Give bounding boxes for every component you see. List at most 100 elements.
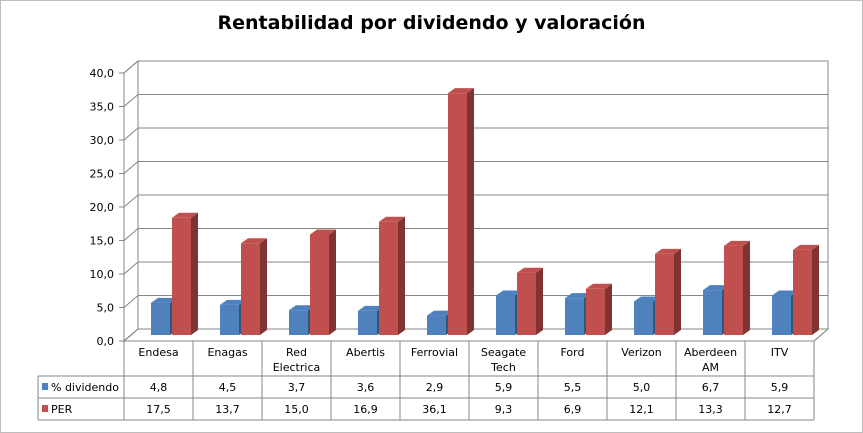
bar-top	[220, 299, 246, 305]
bar-front	[427, 315, 446, 335]
category-label: ITV	[771, 346, 789, 359]
data-label: 13,7	[215, 403, 240, 416]
category-label: Ford	[561, 346, 585, 359]
table-line	[813, 328, 829, 342]
data-label: 5,5	[564, 381, 582, 394]
category-label: Tech	[490, 361, 516, 374]
bar-per	[241, 238, 267, 335]
y-tick-label: 0,0	[97, 335, 115, 348]
bar-front	[655, 253, 674, 335]
bar-per	[724, 240, 750, 335]
bar-top	[310, 229, 336, 235]
bar-front	[724, 245, 743, 335]
data-label: 3,6	[357, 381, 375, 394]
legend-label: PER	[51, 403, 73, 416]
legend-key	[42, 383, 48, 390]
bar-side	[260, 238, 267, 335]
bar-side	[812, 244, 819, 335]
legend-key	[42, 405, 48, 412]
data-label: 12,7	[767, 403, 792, 416]
bar-front	[172, 217, 191, 335]
bar-top	[379, 216, 405, 222]
bar-top	[289, 305, 315, 311]
data-label: 13,3	[698, 403, 723, 416]
category-label: Verizon	[621, 346, 662, 359]
data-label: 3,7	[288, 381, 306, 394]
bar-front	[703, 290, 722, 335]
bar-per	[517, 267, 543, 335]
y-tick-label: 5,0	[97, 302, 115, 315]
data-label: 12,1	[629, 403, 654, 416]
bar-top	[565, 293, 591, 299]
bar-top	[703, 285, 729, 291]
bar-top	[427, 310, 453, 316]
bar-side	[467, 88, 474, 335]
bar-top	[634, 296, 660, 302]
category-label: Electrica	[273, 361, 321, 374]
bar-front	[220, 304, 239, 335]
bar-front	[241, 243, 260, 335]
bar-top	[793, 244, 819, 250]
category-label: AM	[702, 361, 719, 374]
chart-title: Rentabilidad por dividendo y valoración	[217, 12, 646, 34]
category-label: Ferrovial	[411, 346, 458, 359]
bar-per	[310, 229, 336, 335]
bar-front	[772, 295, 791, 335]
bar-side	[605, 283, 612, 335]
y-tick-label: 20,0	[90, 201, 115, 214]
y-tick-label: 30,0	[90, 134, 115, 147]
category-label: Aberdeen	[684, 346, 737, 359]
bar-front	[634, 301, 653, 335]
y-tick-label: 40,0	[90, 67, 115, 80]
bar-top	[496, 290, 522, 296]
bar-top	[358, 305, 384, 311]
bar-front	[496, 295, 515, 335]
bar-top	[586, 283, 612, 289]
y-tick-label: 35,0	[90, 101, 115, 114]
gridline	[123, 60, 828, 74]
category-label: Endesa	[138, 346, 178, 359]
bar-per	[655, 248, 681, 335]
data-label: 5,9	[495, 381, 513, 394]
gridline	[123, 127, 828, 141]
bar-front	[586, 288, 605, 335]
data-label: 4,8	[150, 381, 168, 394]
data-label: 15,0	[284, 403, 309, 416]
gridline	[123, 94, 828, 107]
gridline	[123, 194, 828, 208]
category-label: Enagas	[207, 346, 247, 359]
data-label: 6,7	[702, 381, 720, 394]
bar-side	[398, 216, 405, 335]
bar-side	[191, 212, 198, 335]
category-label: Seagate	[481, 346, 527, 359]
bar-per	[793, 244, 819, 335]
bar-front	[358, 310, 377, 335]
bar-side	[743, 240, 750, 335]
bar-top	[724, 240, 750, 246]
bar-top	[655, 248, 681, 254]
bar-front	[517, 272, 536, 335]
gridline	[123, 261, 828, 275]
y-tick-label: 15,0	[90, 235, 115, 248]
bar-front	[151, 302, 170, 335]
bar-front	[289, 310, 308, 335]
bar-per	[586, 283, 612, 335]
bar-top	[448, 88, 474, 94]
bar-per	[448, 88, 474, 335]
data-label: 4,5	[219, 381, 237, 394]
bar-side	[536, 267, 543, 335]
data-label: 16,9	[353, 403, 378, 416]
data-label: 36,1	[422, 403, 447, 416]
bar-top	[241, 238, 267, 244]
bar-front	[565, 298, 584, 335]
bar-per	[379, 216, 405, 335]
data-label: 17,5	[146, 403, 171, 416]
data-label: 5,0	[633, 381, 651, 394]
bar-side	[329, 229, 336, 335]
category-label: Abertis	[346, 346, 385, 359]
bar-front	[448, 93, 467, 335]
bar-top	[151, 297, 177, 303]
y-tick-label: 10,0	[90, 268, 115, 281]
data-label: 5,9	[771, 381, 789, 394]
bar-per	[172, 212, 198, 335]
